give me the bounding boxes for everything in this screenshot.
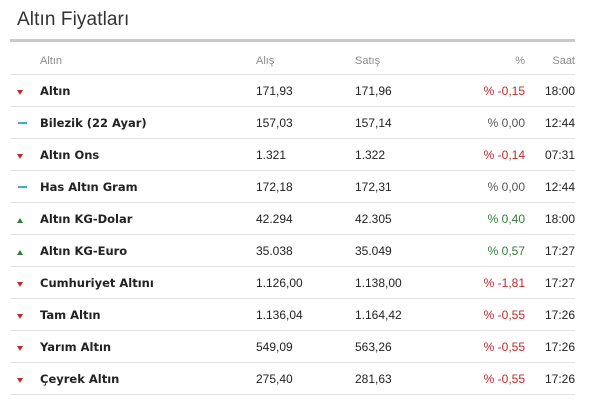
percent-change: % -1,81 bbox=[457, 266, 525, 299]
table-row[interactable]: Çeyrek Altın 275,40 281,63% -0,55 17:26 bbox=[10, 362, 575, 395]
trend-cell bbox=[10, 106, 40, 139]
table-header-row: Altın Alış Satış % Saat bbox=[10, 48, 575, 75]
gold-name[interactable]: Has Altın Gram bbox=[40, 170, 256, 203]
buy-price: 157,03 bbox=[256, 106, 355, 139]
percent-change: % 0,00 bbox=[457, 170, 525, 203]
gold-name[interactable]: Yarım Altın bbox=[40, 330, 256, 363]
sell-price: 35.049 bbox=[355, 234, 457, 267]
caret-down-icon bbox=[17, 377, 23, 383]
update-time: 17:27 bbox=[525, 234, 575, 267]
update-time: 17:27 bbox=[525, 266, 575, 299]
percent-change: % -0,55 bbox=[457, 362, 525, 395]
trend-cell bbox=[10, 234, 40, 267]
buy-price: 549,09 bbox=[256, 330, 355, 363]
buy-price: 35.038 bbox=[256, 234, 355, 267]
trend-cell bbox=[10, 74, 40, 107]
buy-price: 172,18 bbox=[256, 170, 355, 203]
percent-change: % -0,15 bbox=[457, 74, 525, 107]
header-percent[interactable]: % bbox=[515, 55, 525, 67]
caret-down-icon bbox=[17, 89, 23, 95]
table-row[interactable]: Tam Altın 1.136,04 1.164,42% -0,55 17:26 bbox=[10, 298, 575, 331]
title-divider bbox=[10, 39, 575, 42]
update-time: 12:44 bbox=[525, 170, 575, 203]
sell-price: 172,31 bbox=[355, 170, 457, 203]
table-row[interactable]: Altın KG-Euro 35.038 35.049% 0,57 17:27 bbox=[10, 234, 575, 267]
percent-change: % -0,55 bbox=[457, 298, 525, 331]
table-row[interactable]: Has Altın Gram 172,18 172,31% 0,00 12:44 bbox=[10, 170, 575, 203]
update-time: 18:00 bbox=[525, 74, 575, 107]
buy-price: 1.126,00 bbox=[256, 266, 355, 299]
gold-name[interactable]: Altın Ons bbox=[40, 138, 256, 171]
sell-price: 1.164,42 bbox=[355, 298, 457, 331]
header-trend bbox=[10, 48, 40, 75]
sell-price: 1.138,00 bbox=[355, 266, 457, 299]
percent-change: % 0,40 bbox=[457, 202, 525, 235]
table-row[interactable]: Altın 171,93 171,96% -0,15 18:00 bbox=[10, 74, 575, 107]
trend-cell bbox=[10, 298, 40, 331]
sell-price: 1.322 bbox=[355, 138, 457, 171]
sell-price: 171,96 bbox=[355, 74, 457, 107]
gold-name[interactable]: Bilezik (22 Ayar) bbox=[40, 106, 256, 139]
dash-icon bbox=[18, 122, 27, 125]
trend-cell bbox=[10, 138, 40, 171]
buy-price: 171,93 bbox=[256, 74, 355, 107]
gold-prices-table: Altın Alış Satış % Saat Altın 171,93 171,9… bbox=[10, 48, 575, 395]
percent-change: % 0,57 bbox=[457, 234, 525, 267]
header-buy[interactable]: Alış bbox=[256, 55, 275, 67]
table-row[interactable]: Altın Ons 1.321 1.322% -0,14 07:31 bbox=[10, 138, 575, 171]
update-time: 17:26 bbox=[525, 330, 575, 363]
update-time: 18:00 bbox=[525, 202, 575, 235]
gold-name[interactable]: Altın KG-Euro bbox=[40, 234, 256, 267]
trend-cell bbox=[10, 170, 40, 203]
gold-name[interactable]: Tam Altın bbox=[40, 298, 256, 331]
update-time: 12:44 bbox=[525, 106, 575, 139]
table-body: Altın 171,93 171,96% -0,15 18:00 Bilezik (22… bbox=[10, 74, 575, 395]
trend-cell bbox=[10, 362, 40, 395]
buy-price: 275,40 bbox=[256, 362, 355, 395]
buy-price: 1.321 bbox=[256, 138, 355, 171]
gold-name[interactable]: Çeyrek Altın bbox=[40, 362, 256, 395]
caret-down-icon bbox=[17, 281, 23, 287]
gold-name[interactable]: Altın bbox=[40, 74, 256, 107]
caret-down-icon bbox=[17, 345, 23, 351]
caret-up-icon bbox=[17, 217, 23, 223]
table-row[interactable]: Bilezik (22 Ayar) 157,03 157,14% 0,00 12:44 bbox=[10, 106, 575, 139]
buy-price: 42.294 bbox=[256, 202, 355, 235]
buy-price: 1.136,04 bbox=[256, 298, 355, 331]
percent-change: % 0,00 bbox=[457, 106, 525, 139]
caret-down-icon bbox=[17, 313, 23, 319]
table-row[interactable]: Cumhuriyet Altını 1.126,00 1.138,00% -1,81… bbox=[10, 266, 575, 299]
caret-down-icon bbox=[17, 153, 23, 159]
sell-price: 42.305 bbox=[355, 202, 457, 235]
update-time: 17:26 bbox=[525, 362, 575, 395]
update-time: 07:31 bbox=[525, 138, 575, 171]
gold-name[interactable]: Altın KG-Dolar bbox=[40, 202, 256, 235]
header-sell[interactable]: Satış bbox=[355, 55, 381, 67]
widget-title: Altın Fiyatları bbox=[17, 9, 130, 30]
header-name[interactable]: Altın bbox=[40, 55, 63, 67]
trend-cell bbox=[10, 266, 40, 299]
sell-price: 563,26 bbox=[355, 330, 457, 363]
sell-price: 281,63 bbox=[355, 362, 457, 395]
trend-cell bbox=[10, 330, 40, 363]
dash-icon bbox=[18, 186, 27, 189]
sell-price: 157,14 bbox=[355, 106, 457, 139]
trend-cell bbox=[10, 202, 40, 235]
table-row[interactable]: Altın KG-Dolar 42.294 42.305% 0,40 18:00 bbox=[10, 202, 575, 235]
header-time[interactable]: Saat bbox=[552, 55, 575, 67]
percent-change: % -0,55 bbox=[457, 330, 525, 363]
table-row[interactable]: Yarım Altın 549,09 563,26% -0,55 17:26 bbox=[10, 330, 575, 363]
percent-change: % -0,14 bbox=[457, 138, 525, 171]
caret-up-icon bbox=[17, 249, 23, 255]
gold-name[interactable]: Cumhuriyet Altını bbox=[40, 266, 256, 299]
update-time: 17:26 bbox=[525, 298, 575, 331]
